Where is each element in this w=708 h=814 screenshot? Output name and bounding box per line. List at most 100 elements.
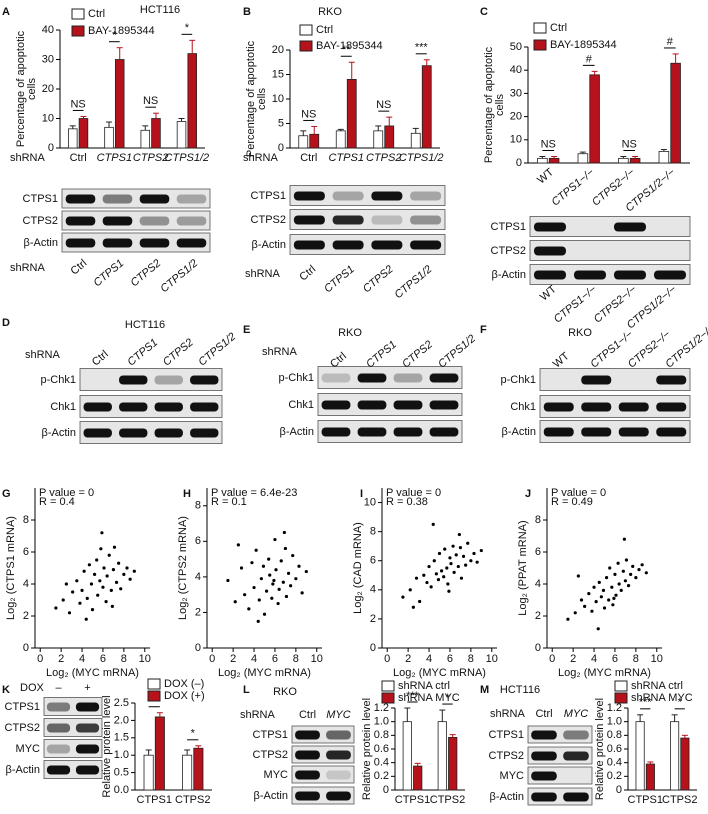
point xyxy=(114,580,119,585)
annotation: R = 0.49 xyxy=(551,496,593,508)
blot-row-label: β-Actin xyxy=(24,237,58,249)
blot-band xyxy=(563,751,589,761)
y-axis-label: Log₂ (PPAT mRNA) xyxy=(517,520,529,615)
y-tick-label: 2.0 xyxy=(114,714,129,726)
point xyxy=(422,573,426,577)
blot-row-label: CTPS1 xyxy=(491,221,526,233)
x-tick-label: 6 xyxy=(447,653,453,665)
y-tick-label: 0 xyxy=(370,642,376,654)
legend-label: shRNA ctrl xyxy=(631,680,683,692)
blot-band xyxy=(119,402,148,412)
blot-band xyxy=(176,194,207,204)
point xyxy=(429,585,433,589)
bar xyxy=(309,133,320,149)
y-tick-label: 30 xyxy=(42,53,54,65)
point xyxy=(109,588,113,593)
blot-band xyxy=(371,215,403,225)
blot-row-label: MYC xyxy=(500,770,525,782)
chart-title: HCT116 xyxy=(140,4,180,16)
blot-band xyxy=(295,791,320,801)
y-tick-label: 8 xyxy=(23,514,29,526)
blot-row-label: CTPS2 xyxy=(5,722,40,734)
point xyxy=(277,587,281,591)
panel-letter: I xyxy=(360,488,363,500)
blot-strip xyxy=(529,264,691,285)
x-tick-label: 0 xyxy=(384,653,390,665)
sig-label: * xyxy=(191,728,196,740)
point xyxy=(85,596,89,601)
blot-band xyxy=(176,238,207,248)
point xyxy=(281,580,285,584)
point xyxy=(276,601,280,606)
point xyxy=(432,559,436,563)
y-tick-label: 50 xyxy=(510,41,522,53)
blot-row-label: β-Actin xyxy=(280,426,314,438)
blot-band xyxy=(295,750,320,760)
x-tick-label: 6 xyxy=(612,653,618,665)
point xyxy=(464,563,468,567)
blot-lane-label: – xyxy=(55,682,62,694)
y-tick-label: 2 xyxy=(23,610,29,622)
legend-label: shRNA MYC xyxy=(631,692,693,704)
sig-label: * xyxy=(112,30,117,42)
legend-swatch xyxy=(147,678,161,690)
blot-band xyxy=(393,400,423,410)
x-tick-label: CTPS2 xyxy=(175,794,210,806)
bar xyxy=(670,62,681,164)
point xyxy=(608,566,612,570)
blot-band xyxy=(139,238,170,248)
blot-row-label: CTPS1 xyxy=(489,729,524,741)
y-tick-label: 0.4 xyxy=(374,757,389,769)
point xyxy=(87,563,91,567)
point xyxy=(84,617,88,621)
legend-swatch xyxy=(614,692,628,704)
point xyxy=(469,559,473,563)
point xyxy=(408,588,412,592)
blot-band xyxy=(357,427,387,437)
blot-strip xyxy=(61,232,211,253)
panel-letter: L xyxy=(243,684,250,696)
blot-row-label: CTPS2 xyxy=(251,214,286,226)
y-tick-label: 10 xyxy=(510,134,522,146)
blot-band xyxy=(102,216,133,226)
legend-label: BAY-1895344 xyxy=(316,40,383,52)
point xyxy=(259,577,263,581)
blot-band xyxy=(293,215,325,225)
blot-band xyxy=(326,791,351,801)
point xyxy=(448,556,452,560)
panel-letter: D xyxy=(2,317,10,329)
bar xyxy=(78,118,89,149)
sig-label: NS xyxy=(301,108,316,120)
blot-band xyxy=(119,428,148,438)
point xyxy=(622,537,626,541)
blot-lane-label: Ctrl xyxy=(299,709,316,721)
panel-letter: B xyxy=(243,6,251,18)
point xyxy=(596,627,600,631)
bar xyxy=(335,130,346,149)
sig-label: NS xyxy=(622,138,637,150)
sig-label: ** xyxy=(342,44,351,56)
panel-letter: F xyxy=(480,324,487,336)
blot-band xyxy=(75,723,100,733)
point xyxy=(90,608,95,612)
point xyxy=(92,572,97,577)
blot-header: shRNA xyxy=(240,709,276,721)
point xyxy=(284,594,289,599)
blot-title: RKO xyxy=(338,327,362,339)
bar xyxy=(548,157,560,164)
point xyxy=(624,558,629,562)
blot-header: DOX xyxy=(20,682,45,694)
point xyxy=(566,617,570,621)
point xyxy=(261,564,266,568)
x-tick-label: CTPS1/2 xyxy=(165,152,210,164)
blot-strip xyxy=(79,368,223,391)
y-tick-label: 0.6 xyxy=(374,743,389,755)
point xyxy=(629,572,633,577)
blot-row-label: CTPS1 xyxy=(253,729,288,741)
x-tick-label: CTPS1 xyxy=(97,152,132,164)
blot-band xyxy=(429,373,459,383)
blot-title: HCT116 xyxy=(500,684,540,696)
point xyxy=(279,559,283,563)
y-tick-label: 2 xyxy=(370,613,376,625)
